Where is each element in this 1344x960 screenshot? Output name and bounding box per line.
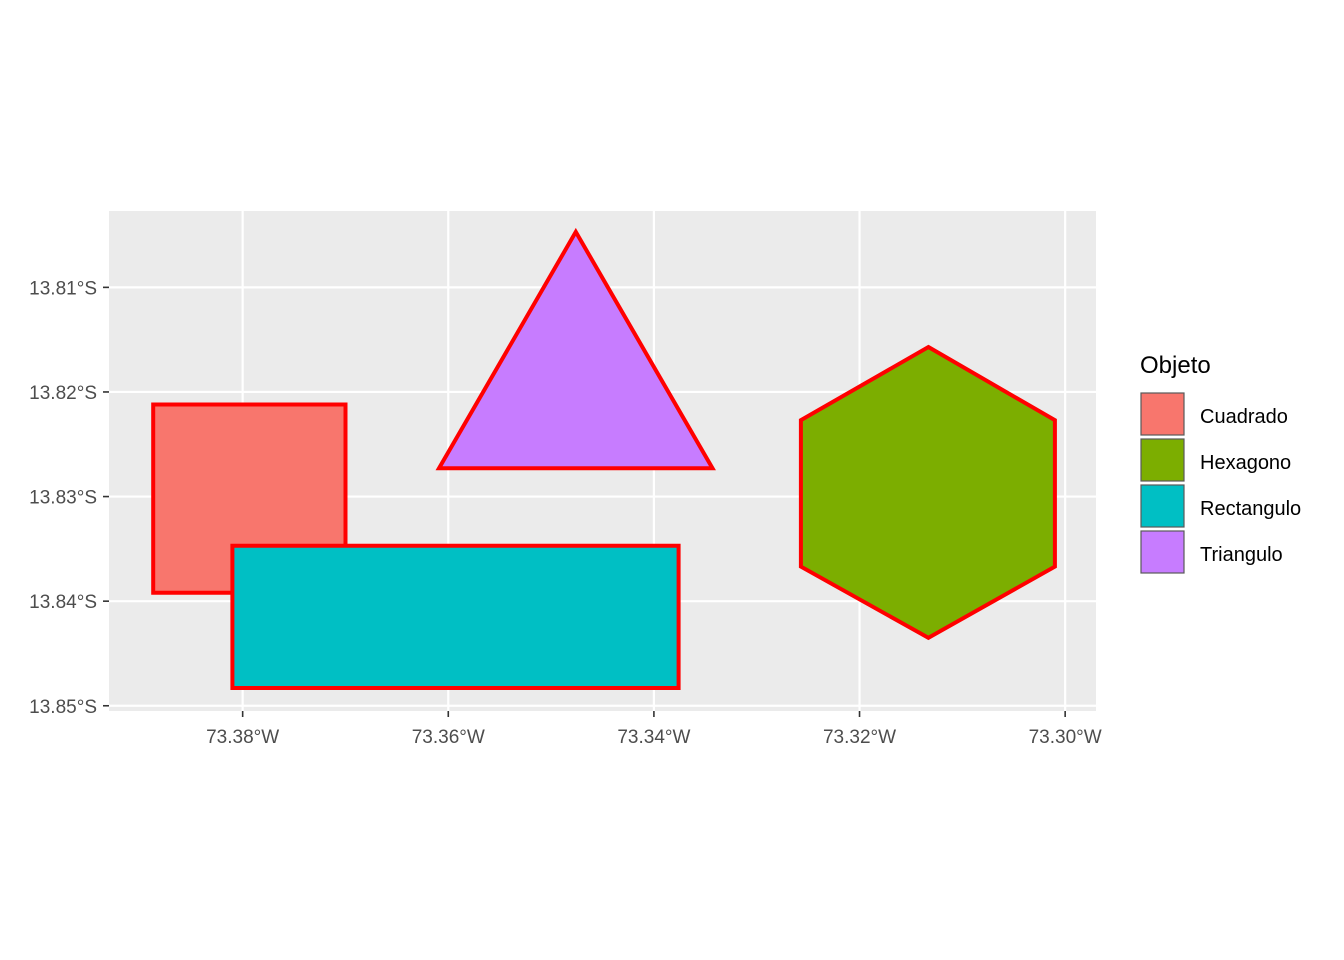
feature-triangulo — [435, 227, 716, 471]
legend-entry: Rectangulo — [1140, 484, 1301, 528]
x-tick-label: 73.34°W — [617, 727, 690, 748]
legend-key-hexagono — [1140, 438, 1185, 482]
feature-rectangulo — [230, 543, 681, 690]
legend-key-rectangulo — [1140, 484, 1185, 528]
x-tick-label: 73.30°W — [1029, 727, 1102, 748]
y-tick-label: 13.84°S — [29, 592, 97, 613]
legend-label-triangulo: Triangulo — [1200, 544, 1283, 566]
legend-label-rectangulo: Rectangulo — [1200, 498, 1301, 520]
legend-title: Objeto — [1140, 352, 1211, 379]
legend-entry: Cuadrado — [1140, 392, 1288, 436]
legend-label-cuadrado: Cuadrado — [1200, 406, 1288, 428]
feature-hexagono — [798, 344, 1057, 641]
map-features — [151, 227, 1057, 690]
legend-key-cuadrado — [1140, 392, 1185, 436]
legend-label-hexagono: Hexagono — [1200, 452, 1291, 474]
legend-key-triangulo — [1140, 530, 1185, 574]
y-tick-label: 13.82°S — [29, 383, 97, 404]
axes: 73.38°W 73.36°W 73.34°W 73.32°W 73.30°W 13.81… — [29, 278, 1102, 748]
y-tick-label: 13.83°S — [29, 488, 97, 509]
legend: Objeto Cuadrado Hexagono Rectangulo Tria… — [1140, 352, 1301, 574]
x-tick-label: 73.36°W — [412, 727, 485, 748]
legend-entry: Triangulo — [1140, 530, 1283, 574]
y-tick-label: 13.81°S — [29, 278, 97, 299]
legend-entry: Hexagono — [1140, 438, 1291, 482]
x-tick-label: 73.32°W — [823, 727, 896, 748]
x-tick-label: 73.38°W — [206, 727, 279, 748]
y-tick-label: 13.85°S — [29, 697, 97, 718]
